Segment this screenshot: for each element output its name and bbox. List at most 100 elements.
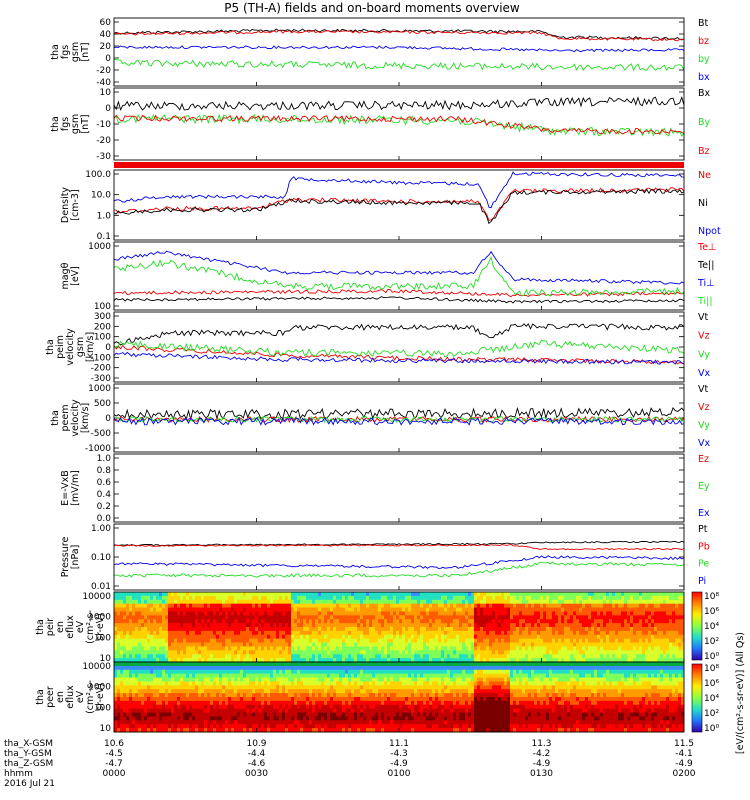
spectrogram-cell [174,728,178,733]
trace-bx [113,95,685,111]
spectrogram-cell [276,677,280,682]
spectrogram-cell [135,724,139,729]
spectrogram-cell [114,708,118,713]
spectrogram-cell [489,599,493,605]
spectrogram-cell [240,693,244,698]
spectrogram-cell [273,615,277,620]
spectrogram-cell [207,716,211,721]
spectrogram-cell [543,595,547,601]
spectrogram-cell [471,638,475,643]
spectrogram-cell [675,658,679,663]
spectrogram-cell [375,607,379,612]
spectrogram-cell [366,630,370,636]
spectrogram-cell [114,642,118,647]
spectrogram-cell [450,592,454,597]
spectrogram-cell [135,627,139,632]
spectrogram-cell [159,685,163,690]
spectrogram-cell [681,595,685,601]
spectrogram-cell [177,673,181,678]
spectrogram-cell [135,646,139,651]
spectrogram-cell [537,634,541,640]
spectrogram-cell [195,592,199,597]
spectrogram-cell [126,630,130,636]
spectrogram-cell [198,607,202,612]
spectrogram-cell [285,611,289,616]
spectrogram-cell [612,642,616,647]
spectrogram-cell [321,724,325,729]
spectrogram-cell [510,623,514,628]
spectrogram-cell [402,619,406,624]
spectrogram-cell [261,642,265,647]
spectrogram-cell [369,611,373,616]
spectrogram-cell [489,623,493,628]
spectrogram-cell [147,720,151,725]
trace-vx [113,416,685,426]
spectrogram-cell [423,619,427,624]
spectrogram-cell [297,681,301,686]
spectrogram-cell [273,611,277,616]
spectrogram-cell [294,658,298,663]
spectrogram-cell [663,654,667,659]
spectrogram-cell [177,595,181,601]
spectrogram-cell [438,619,442,624]
spectrogram-cell [210,599,214,605]
spectrogram-cell [255,685,259,690]
spectrogram-cell [114,623,118,628]
spectrogram-cell [402,642,406,647]
spectrogram-cell [264,615,268,620]
spectrogram-cell [636,603,640,608]
spectrogram-cell [402,634,406,640]
spectrogram-cell [315,611,319,616]
spectrogram-cell [258,693,262,698]
ylabel-line: gsm [70,114,81,134]
spectrogram-cell [225,720,229,725]
spectrogram-cell [654,611,658,616]
panel-frame [113,169,685,241]
spectrogram-cell [657,599,661,605]
spectrogram-cell [477,599,481,605]
spectrogram-cell [207,658,211,663]
legend-by: By [698,117,711,128]
spectrogram-cell [609,658,613,663]
spectrogram-cell [591,638,595,643]
spectrogram-cell [120,708,124,713]
spectrogram-cell [510,615,514,620]
spectrogram-cell [636,658,640,663]
spectrogram-cell [612,603,616,608]
y-tick-label: 100.0 [85,170,111,180]
spectrogram-cell [396,603,400,608]
spectrogram-cell [249,650,253,655]
y-tick-label: 10000 [82,592,111,602]
spectrogram-cell [258,634,262,640]
y-tick-label: 0.4 [97,490,112,500]
spectrogram-cell [129,728,133,733]
spectrogram-cell [246,654,250,659]
spectrogram-cell [129,607,133,612]
spectrogram-cell [312,650,316,655]
spectrogram-cell [204,712,208,717]
spectrogram-cell [567,611,571,616]
spectrogram-cell [423,603,427,608]
spectrogram-cell [540,592,544,597]
y-tick-label: 0 [105,54,111,64]
spectrogram-cell [372,595,376,601]
spectrogram-cell [555,650,559,655]
spectrogram-cell [663,615,667,620]
spectrogram-cell [228,592,232,597]
spectrogram-cell [384,603,388,608]
spectrogram-cell [516,603,520,608]
spectrogram-cell [456,615,460,620]
spectrogram-cell [156,665,160,671]
spectrogram-cell [141,595,145,601]
spectrogram-cell [579,619,583,624]
spectrogram-cell [228,724,232,729]
spectrogram-cell [477,592,481,597]
panel-ylabel: tha fgs gsm [nT] [50,114,91,134]
spectrogram-cell [492,607,496,612]
spectrogram-cell [333,623,337,628]
spectrogram-cell [393,607,397,612]
spectrogram-cell [153,689,157,694]
spectrogram-cell [636,650,640,655]
spectrogram-cell [597,642,601,647]
spectrogram-cell [600,638,604,643]
